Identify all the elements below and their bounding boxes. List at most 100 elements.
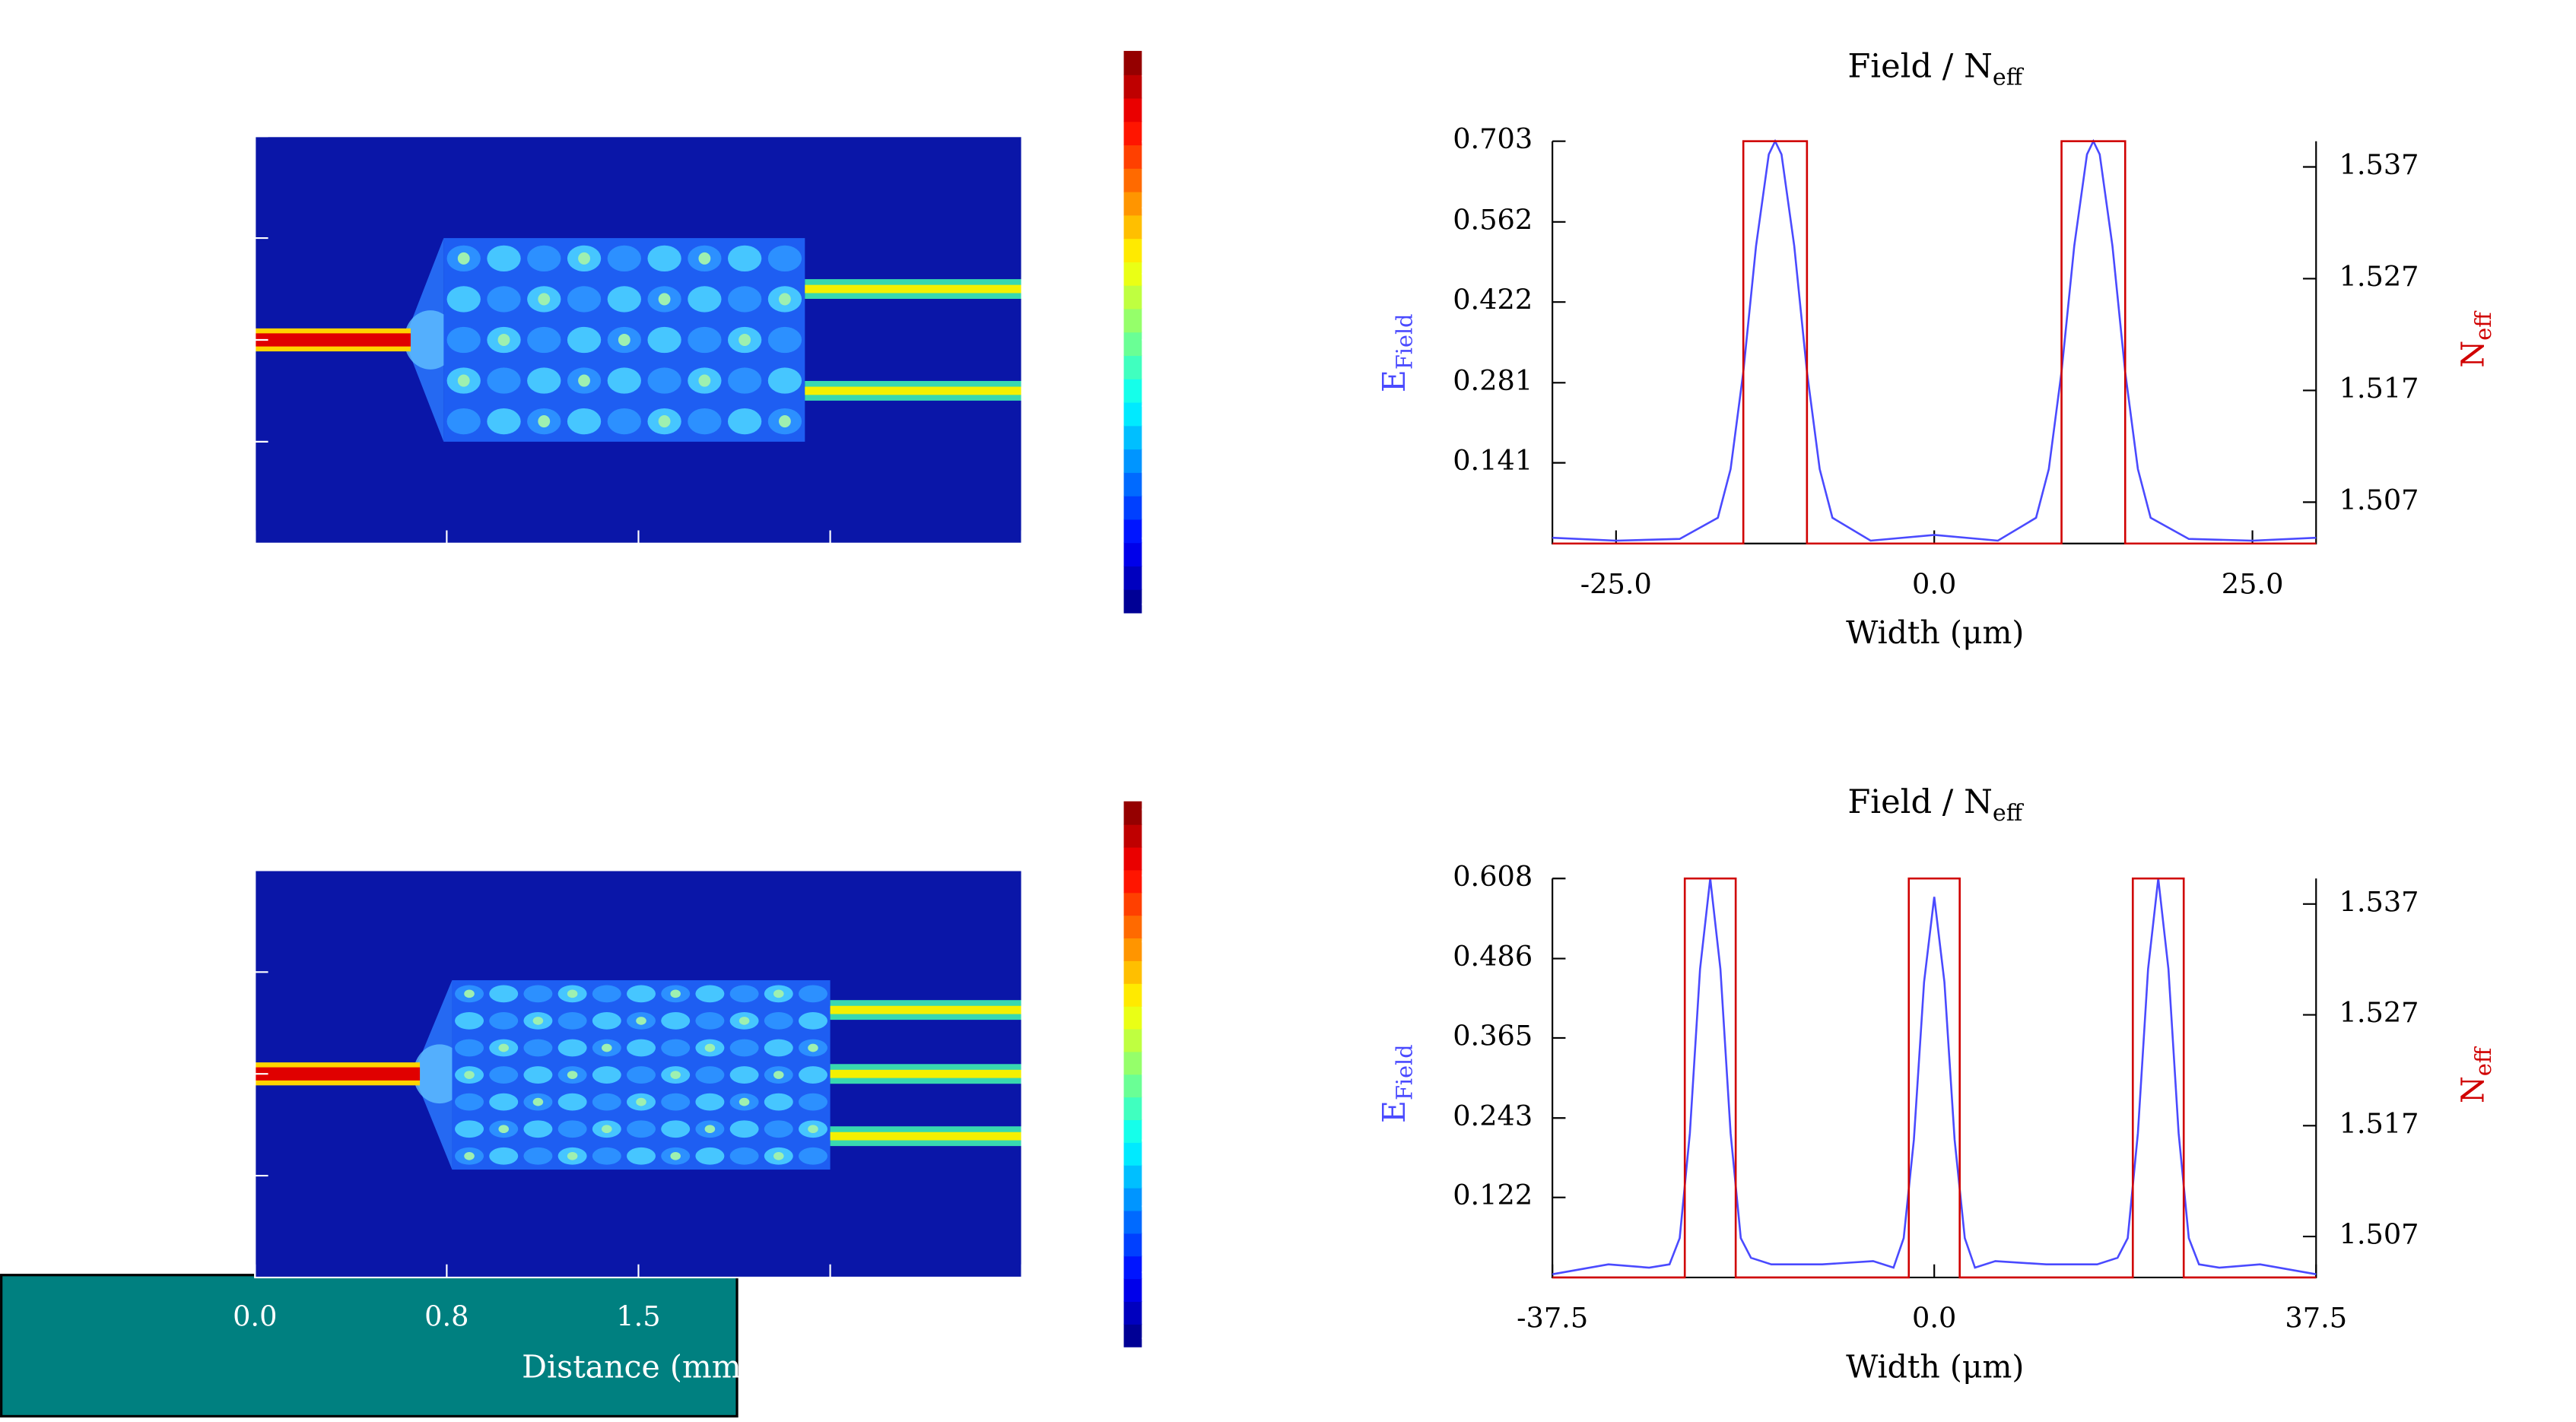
x-tick-label: 37.5 (2285, 1302, 2347, 1335)
field-lobe (607, 286, 641, 313)
field-hotspot (498, 1043, 510, 1052)
colorbar-tick-label: 0.250 (1150, 1195, 1206, 1217)
colorbar-band (1123, 1300, 1142, 1325)
field-hotspot (773, 1151, 784, 1160)
colorbar-band (1123, 144, 1142, 169)
y-axis-label-sub: Field (1391, 1044, 1417, 1100)
colorbar-tick-label: 0.626 (1150, 996, 1206, 1019)
y-tick-label: 37.5 (173, 954, 236, 986)
field-hotspot (578, 374, 590, 387)
x-tick-label: 0.0 (233, 566, 277, 598)
colorbar-tick-label: 0.125 (1150, 526, 1206, 549)
axis-line (1552, 878, 2317, 1279)
colorbar-band (1123, 214, 1142, 240)
field-lobe (607, 408, 641, 435)
colorbar-band (1123, 565, 1142, 590)
chart-title: Field / Neff (1847, 48, 2024, 91)
y-axis-label: Width (μm) (78, 985, 115, 1163)
field-hotspot (567, 1071, 578, 1079)
axis-line (1552, 141, 2317, 544)
colorbar-band (1123, 50, 1142, 75)
y2-tick-label: 1.507 (2339, 484, 2419, 516)
colorbar-band (1123, 1233, 1142, 1257)
colorbar-band (1123, 1255, 1142, 1280)
field-lobe (727, 367, 762, 394)
field-lobe (567, 326, 602, 354)
field-lobe (729, 1066, 759, 1084)
y-axis-label: EField (1376, 1044, 1417, 1123)
x-tick-label: 0.6 (424, 566, 469, 598)
colorbar-tick-label: 0.876 (1150, 864, 1206, 887)
field-lobe (799, 1012, 827, 1030)
colorbar: 1.001 0.876 0.751 0.626 0.500 0.375 0.250 0.125… (1123, 798, 1206, 1349)
field-lobe (455, 1120, 484, 1138)
colorbar-tick-label: 1.001 (1150, 798, 1206, 821)
colorbar-band (1123, 1074, 1142, 1098)
field-lobe (607, 367, 641, 394)
colorbar-tick-label: 0.000 (1150, 592, 1206, 615)
field-lobe (557, 1039, 587, 1057)
field-lobe (446, 408, 481, 435)
x-tick-label: 3.0 (1000, 1300, 1044, 1332)
colorbar-band (1123, 332, 1142, 357)
chart-title-sub: eff (1993, 800, 2025, 827)
field-lobe (729, 1039, 759, 1057)
field-hotspot (538, 293, 551, 306)
field-hotspot (738, 1017, 750, 1025)
colorbar-band (1123, 449, 1142, 473)
field-hotspot (464, 989, 475, 998)
colorbar-tick-label: 0.500 (1150, 328, 1206, 351)
field-lobe (695, 1147, 725, 1165)
field-hotspot (808, 1043, 818, 1052)
field-hotspot (658, 415, 671, 428)
y2-axis-label-main: N (2454, 1076, 2491, 1103)
y-axis-label: Width (μm) (78, 251, 115, 429)
colorbar-band (1123, 801, 1142, 825)
y2-axis-label-sub: eff (2470, 1046, 2496, 1076)
field-lobe (567, 408, 602, 435)
field-hotspot (636, 1097, 646, 1106)
field-input-core (255, 333, 411, 347)
field-hotspot (532, 1017, 544, 1025)
x-tick-label: 0.0 (1912, 567, 1956, 600)
field-lobe (446, 326, 481, 354)
colorbar: 1.000 0.875 0.750 0.625 0.500 0.375 0.250 0.125… (1123, 50, 1206, 615)
field-hotspot (578, 252, 590, 265)
field-lobe (455, 1093, 484, 1111)
colorbar-band (1123, 402, 1142, 427)
field-hotspot (567, 989, 578, 998)
field-lobe (527, 326, 561, 354)
y-tick-label: -25.0 (164, 423, 235, 455)
y2-tick-label: 1.517 (2339, 372, 2419, 405)
field-hotspot (704, 1125, 716, 1134)
y-tick-label: -37.5 (164, 1157, 235, 1190)
colorbar-band (1123, 1028, 1142, 1052)
field-panel: 0.0 0.6 1.3 1.9 2.5 50.0 25.0 0.0 -25.0 Optical F… (78, 46, 1207, 651)
chart-title-main: Field / N (1847, 48, 1993, 86)
x-axis-label: Width (μm) (1846, 1348, 2024, 1385)
field-hotspot (738, 333, 751, 347)
colorbar-tick-label: 0.000 (1150, 1326, 1206, 1349)
y-tick-label: 0.141 (1453, 444, 1533, 477)
field-lobe (764, 1039, 793, 1057)
y2-tick-label: 1.537 (2339, 885, 2419, 918)
field-hotspot (658, 293, 671, 306)
field-lobe (695, 1093, 725, 1111)
field-spot (404, 310, 457, 370)
field-lobe (729, 985, 759, 1003)
field-hotspot (457, 252, 470, 265)
field-hotspot (808, 1125, 818, 1134)
field-lobe (767, 326, 802, 354)
field-hotspot (698, 252, 711, 265)
field-lobe (446, 286, 481, 313)
profile-panel: -37.5 0.0 37.5 0.608 0.486 0.365 0.243 0.122 1.5… (1376, 783, 2496, 1385)
y2-tick-label: 1.537 (2339, 148, 2419, 181)
colorbar-band (1123, 1119, 1142, 1143)
field-lobe (661, 1012, 691, 1030)
colorbar-band (1123, 261, 1142, 286)
x-tick-label: 0.0 (1912, 1302, 1956, 1335)
field-lobe (627, 1147, 656, 1165)
y-axis-label-main: E (1376, 370, 1412, 392)
colorbar-tick-label: 0.625 (1150, 262, 1206, 285)
field-line (1552, 138, 2317, 542)
